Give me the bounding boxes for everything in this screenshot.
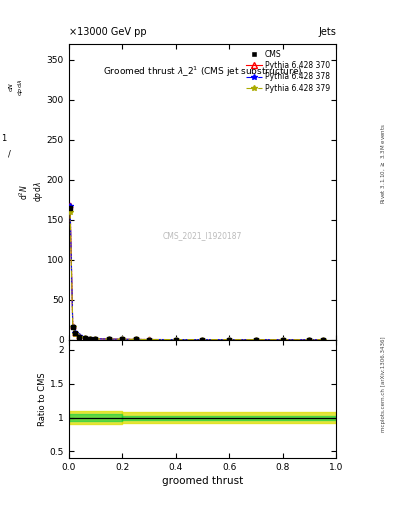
Text: ×13000 GeV pp: ×13000 GeV pp <box>69 27 147 37</box>
Y-axis label: $\mathrm{d}^2N$
$\mathrm{d}p\,\mathrm{d}\lambda$: $\mathrm{d}^2N$ $\mathrm{d}p\,\mathrm{d}… <box>18 181 45 202</box>
Text: /: / <box>8 149 11 158</box>
Text: mcplots.cern.ch [arXiv:1306.3436]: mcplots.cern.ch [arXiv:1306.3436] <box>381 336 386 432</box>
Text: Jets: Jets <box>318 27 336 37</box>
Text: CMS_2021_I1920187: CMS_2021_I1920187 <box>163 231 242 241</box>
X-axis label: groomed thrust: groomed thrust <box>162 476 243 486</box>
Y-axis label: Ratio to CMS: Ratio to CMS <box>38 372 47 426</box>
Text: 1: 1 <box>1 134 7 143</box>
Text: Groomed thrust $\lambda\_2^1$ (CMS jet substructure): Groomed thrust $\lambda\_2^1$ (CMS jet s… <box>103 64 302 79</box>
Text: Rivet 3.1.10, $\geq$ 3.3M events: Rivet 3.1.10, $\geq$ 3.3M events <box>379 123 387 204</box>
Text: $\mathrm{d}N$
$\mathrm{d}p\,\mathrm{d}\lambda$: $\mathrm{d}N$ $\mathrm{d}p\,\mathrm{d}\l… <box>7 78 25 96</box>
Legend: CMS, Pythia 6.428 370, Pythia 6.428 378, Pythia 6.428 379: CMS, Pythia 6.428 370, Pythia 6.428 378,… <box>244 47 332 95</box>
